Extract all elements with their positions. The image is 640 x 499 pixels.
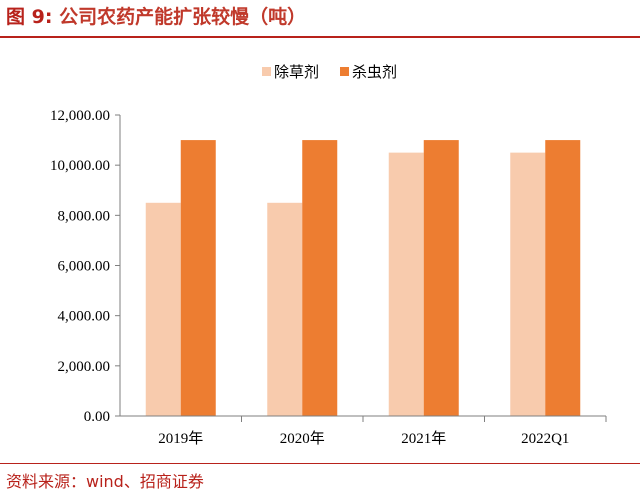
bar-insecticide [180,140,216,417]
bar-insecticide [423,140,459,417]
source-note: 资料来源：wind、招商证券 [6,472,204,491]
bar-insecticide [545,140,581,417]
y-tick-label: 2,000.00 [58,359,111,375]
figure-title: 图 9: 公司农药产能扩张较慢（吨） [6,2,306,32]
figure-label: 图 9: [6,6,53,28]
source-divider [0,463,640,464]
x-tick-label: 2022Q1 [521,431,569,447]
chart-legend: 除草剂 杀虫剂 [262,63,397,81]
x-tick-label: 2021年 [401,430,446,447]
legend-label: 杀虫剂 [352,63,397,81]
figure-title-text: 公司农药产能扩张较慢（吨） [59,6,307,28]
bar-herbicide [145,202,181,416]
legend-label: 除草剂 [274,63,319,81]
legend-swatch [262,67,271,76]
bar-herbicide [388,152,424,416]
bar-herbicide [510,152,546,416]
y-tick-label: 0.00 [84,409,110,425]
y-tick-label: 8,000.00 [58,208,111,224]
legend-swatch [340,67,349,76]
title-divider [0,36,640,38]
y-tick-label: 4,000.00 [58,309,111,325]
bar-herbicide [267,202,303,416]
bar-series [145,140,581,417]
x-tick-label: 2020年 [280,430,325,447]
y-axis: 0.00 2,000.00 4,000.00 6,000.00 8,000.00 10,0… [50,108,121,425]
y-tick-label: 10,000.00 [50,158,110,174]
y-tick-label: 12,000.00 [50,108,110,124]
bar-insecticide [302,140,338,417]
y-tick-label: 6,000.00 [58,259,111,275]
x-axis: 2019年 2020年 2021年 2022Q1 [120,415,607,447]
x-tick-label: 2019年 [158,430,203,447]
